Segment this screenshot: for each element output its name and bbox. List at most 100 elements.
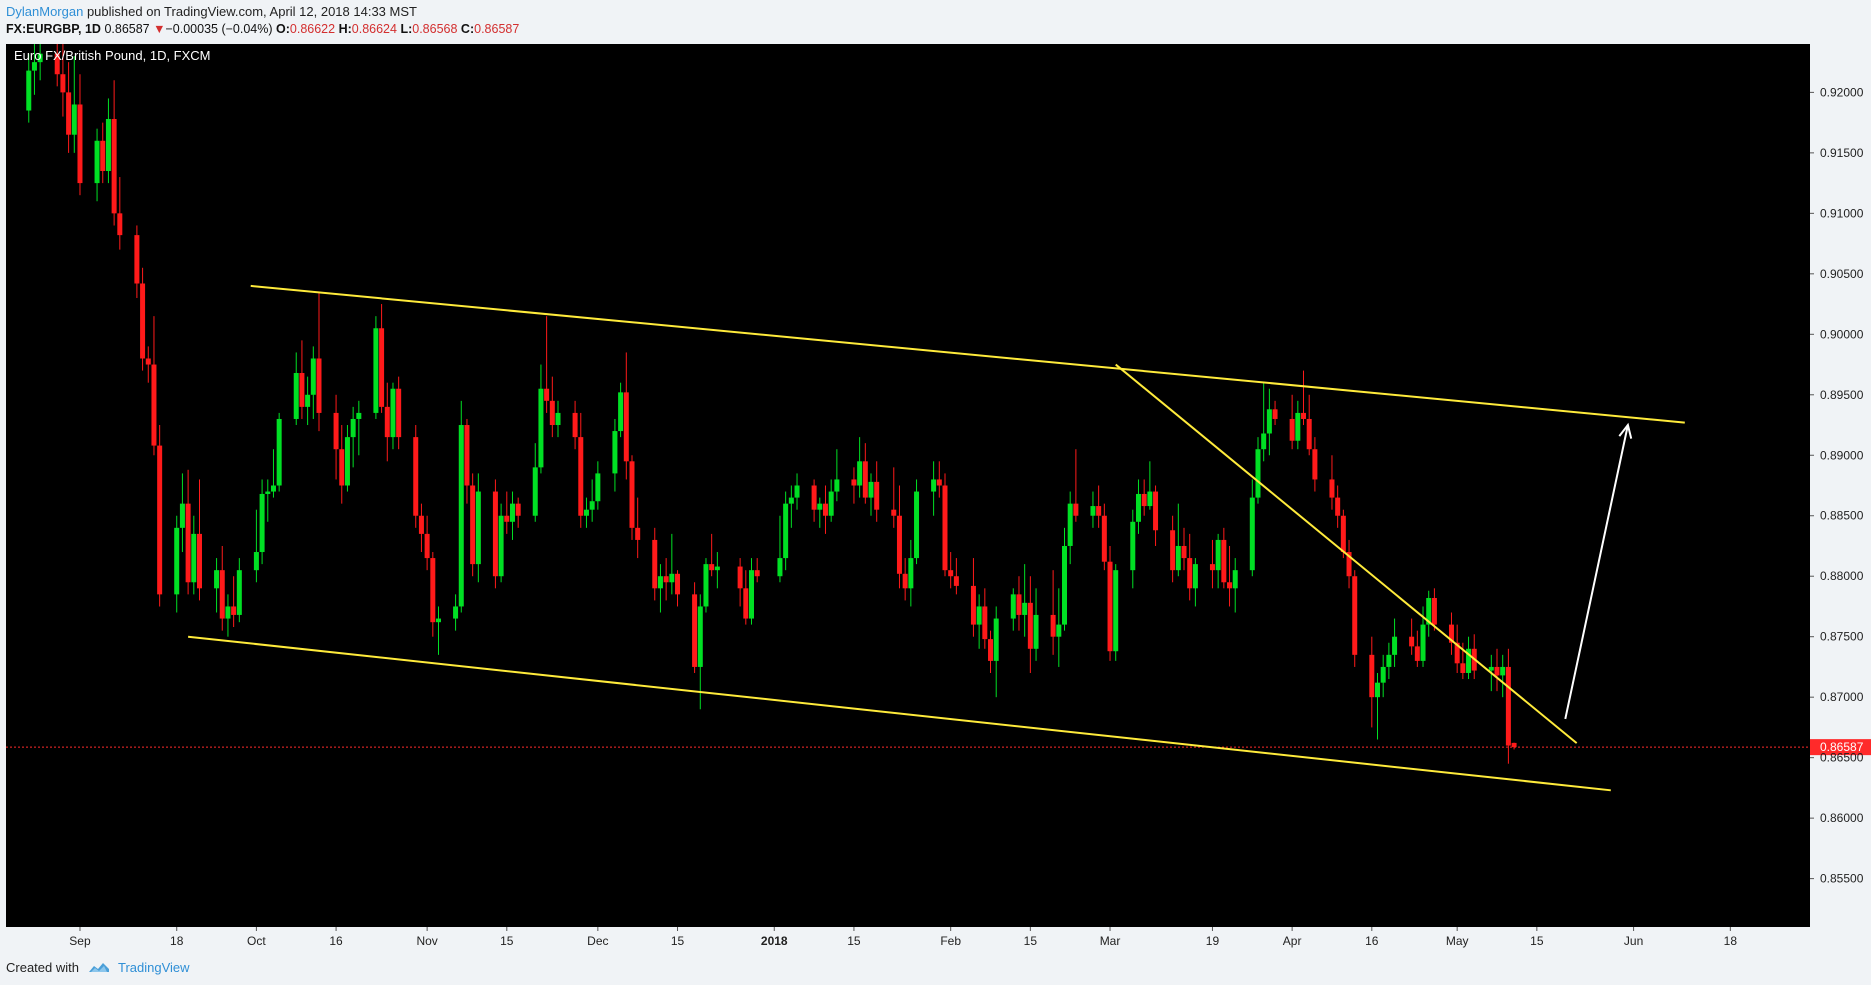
candle-body-down (1107, 561, 1113, 652)
candle-body-down (1306, 418, 1312, 450)
candles (26, 44, 1517, 764)
candle-body-up (236, 570, 242, 615)
last-price-badge-label: 0.86587 (1820, 740, 1864, 754)
candle-body-down (117, 213, 123, 236)
tradingview-link[interactable]: TradingView (118, 960, 190, 975)
time-tick-label: 16 (1365, 934, 1379, 948)
candle-body-down (1431, 597, 1437, 625)
price-tick-label: 0.88000 (1820, 569, 1864, 583)
price-axis[interactable] (1810, 44, 1871, 927)
price-tick-label: 0.91500 (1820, 146, 1864, 160)
candle-body-up (595, 473, 601, 502)
candle-body-up (777, 558, 783, 577)
candle-body-down (219, 570, 225, 619)
candle-body-up (612, 431, 618, 474)
candle-body-down (1409, 636, 1415, 647)
candle-body-up (828, 491, 834, 516)
channel-lower-line (187, 635, 1611, 792)
candle-body-up (589, 501, 595, 510)
candle-body-up (788, 497, 794, 504)
candle-body-up (293, 373, 299, 419)
candle-body-down (66, 92, 72, 135)
candle-body-down (464, 425, 470, 486)
candle-body-down (1187, 558, 1193, 589)
candle-body-down (396, 388, 402, 438)
close-value: 0.86587 (474, 22, 520, 36)
candle-body-up (1232, 570, 1238, 589)
candle-body-down (862, 461, 868, 498)
candle-body-down (1312, 449, 1318, 480)
candle-body-down (692, 594, 698, 667)
time-axis[interactable] (0, 927, 1871, 955)
candle-body-down (572, 412, 578, 438)
candle-body-down (623, 392, 629, 462)
candle-body-down (1340, 515, 1346, 553)
candle-body-down (544, 388, 550, 401)
candle-body-up (1130, 521, 1136, 571)
candle-body-up (657, 576, 663, 589)
candle-body-down (1272, 409, 1278, 419)
candle-body-up (993, 618, 999, 661)
candle-body-down (811, 485, 817, 510)
candle-body-up (714, 566, 720, 571)
candle-body-up (555, 412, 561, 426)
price-tick-label: 0.91000 (1820, 206, 1864, 220)
candle-body-down (339, 449, 345, 486)
candle-body-up (1056, 624, 1062, 637)
time-tick-label: 15 (500, 934, 514, 948)
candle-body-up (276, 418, 282, 486)
candle-body-down (982, 606, 988, 640)
candle-body-up (344, 437, 350, 486)
time-tick-label: Jun (1624, 934, 1643, 948)
price-tick-label: 0.90500 (1820, 267, 1864, 281)
time-tick-label: Sep (69, 934, 91, 948)
candle-body-down (1221, 539, 1227, 583)
candle-body-down (1050, 614, 1056, 637)
candle-body-down (1141, 493, 1147, 507)
candle-body-up (834, 479, 840, 492)
plot-area[interactable] (6, 44, 1810, 927)
tradingview-cloud-icon[interactable] (86, 959, 112, 977)
author-link[interactable]: DylanMorgan (6, 4, 84, 19)
candle-body-down (1329, 479, 1335, 498)
candle-body-down (988, 639, 994, 661)
candle-body-up (794, 485, 800, 498)
candle-body-down (891, 509, 897, 516)
time-tick-label: 2018 (761, 934, 788, 948)
candle-body-down (1511, 742, 1517, 748)
candle-body-up (749, 570, 755, 619)
candle-body-up (305, 394, 311, 407)
candle-body-up (1386, 654, 1392, 667)
candle-body-down (145, 358, 151, 365)
candle-body-up (26, 70, 32, 111)
symbol-info: FX:EURGBP, 1D 0.86587 ▼−0.00035 (−0.04%)… (6, 22, 519, 36)
candle-body-up (458, 425, 464, 607)
candle-body-down (1209, 564, 1215, 571)
candle-body-up (1147, 491, 1153, 507)
candle-body-down (470, 485, 476, 565)
candle-body-up (1192, 564, 1198, 589)
candle-body-up (259, 493, 265, 553)
candle-body-down (737, 566, 743, 589)
low-value: 0.86568 (412, 22, 458, 36)
price-tick-label: 0.85500 (1820, 872, 1864, 886)
candle-body-up (1261, 433, 1267, 450)
chart-title: Euro FX/British Pound, 1D, FXCM (14, 48, 211, 63)
chart[interactable]: 0.86587 0.92000 0.91500 0.91000 0.90500 0.90… (0, 44, 1871, 955)
candle-body-up (857, 461, 863, 486)
candle-body-down (231, 606, 237, 615)
candle-body-down (1346, 552, 1352, 577)
low-label: L: (400, 22, 413, 36)
candle-body-down (418, 515, 424, 534)
candle-body-up (94, 140, 100, 184)
price-tick-label: 0.86000 (1820, 811, 1864, 825)
candle-body-up (1061, 545, 1067, 625)
candle-body-up (105, 118, 111, 172)
candle-body-up (498, 515, 504, 577)
time-tick-label: Mar (1100, 934, 1121, 948)
last-price-badge (1810, 739, 1871, 756)
candle-body-down (1027, 602, 1033, 649)
candle-body-up (1113, 570, 1119, 652)
time-scale: Sep 18 Oct 16 Nov 15 Dec 15 2018 15 Feb 15 Mar 19 Apr 1… (69, 927, 1737, 948)
candle-body-up (373, 328, 379, 413)
